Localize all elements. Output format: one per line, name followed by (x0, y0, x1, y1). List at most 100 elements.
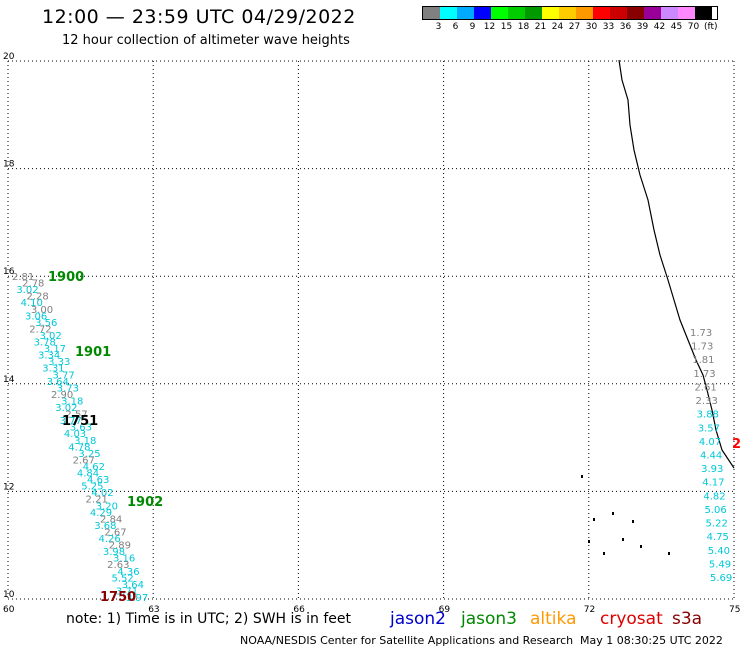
wave-height-value: 4.62 (83, 462, 105, 473)
wave-height-value: 1.81 (692, 355, 714, 366)
legend-swatch (678, 7, 695, 19)
lat-tick-label: 20 (3, 52, 15, 62)
wave-height-value: 3.02 (39, 331, 61, 342)
legend-label: 6 (452, 22, 459, 32)
wave-height-value: 5.69 (710, 573, 732, 584)
island (588, 540, 590, 543)
legend-label: 21 (534, 22, 547, 32)
wave-height-value: 4.26 (99, 534, 121, 545)
wave-height-value: 3.17 (44, 344, 66, 355)
wave-height-value: 1.73 (693, 369, 715, 380)
wave-height-value: 2.72 (29, 324, 51, 335)
legend-swatch (627, 7, 644, 19)
page-subtitle: 12 hour collection of altimeter wave hei… (62, 33, 350, 48)
wave-height-value: 3.02 (55, 403, 77, 414)
coastline (581, 59, 735, 555)
wave-height-value: 3.77 (60, 416, 82, 427)
lon-tick-label: 69 (439, 605, 451, 615)
island (603, 552, 605, 555)
wave-height-value: 4.44 (700, 451, 722, 462)
wave-height-value: 3.06 (25, 311, 47, 322)
legend-label: 30 (585, 22, 598, 32)
wave-height-value: 3.16 (113, 554, 135, 565)
wave-height-value: 4.10 (21, 298, 43, 309)
wave-height-value: 2.33 (696, 396, 718, 407)
legend-unit: (ft) (704, 22, 718, 32)
wave-height-value: 2.21 (86, 495, 108, 506)
footer-note: note: 1) Time is in UTC; 2) SWH is in fe… (66, 611, 352, 627)
wave-height-value: 2.67 (73, 455, 95, 466)
wave-height-value: 3.33 (48, 357, 70, 368)
legend-label: 33 (602, 22, 615, 32)
legend-swatch (525, 7, 542, 19)
wave-height-value: 4.78 (68, 442, 90, 453)
wave-height-value: 4.02 (91, 488, 113, 499)
legend-swatch (457, 7, 474, 19)
wave-height-value: 3.25 (78, 449, 100, 460)
axis-ticks: 20 18 16 14 12 10 60 63 66 69 72 75 (3, 52, 740, 615)
pass-time-label: 2 (732, 437, 740, 452)
pass-time-label: 1751 (62, 414, 98, 429)
wave-height-value: 4.17 (702, 478, 724, 489)
wave-height-value: 5.25 (81, 482, 103, 493)
wave-height-value: 5.52 (112, 573, 134, 584)
wave-height-value: 2.28 (26, 292, 48, 303)
sat-altika: altika (530, 609, 577, 629)
wave-height-value: 5.06 (704, 505, 726, 516)
legend-label: 70 (687, 22, 700, 32)
sat-s3a: s3a (672, 609, 703, 629)
lon-tick-label: 72 (584, 605, 595, 615)
wave-height-value: 4.29 (90, 508, 112, 519)
island (668, 552, 670, 555)
legend-label: 27 (568, 22, 581, 32)
wave-height-value: 3.18 (61, 396, 83, 407)
wave-height-value: 4.36 (117, 567, 139, 578)
legend-label: 39 (636, 22, 649, 32)
wave-height-value: 1.73 (690, 328, 712, 339)
legend-swatch (542, 7, 559, 19)
wave-height-value: 3.18 (74, 436, 96, 447)
generated-timestamp: May 1 08:30:25 UTC 2022 (580, 634, 723, 647)
wave-height-value: 4.03 (64, 429, 86, 440)
wave-height-value: 3.73 (57, 383, 79, 394)
legend-swatch (695, 7, 712, 19)
island (632, 520, 634, 523)
wave-height-value: 3.88 (697, 410, 719, 421)
wave-height-value: 3.57 (698, 423, 720, 434)
legend-label: 24 (551, 22, 564, 32)
wave-height-value: 3.00 (31, 305, 53, 316)
wave-height-value: 3.68 (94, 521, 116, 532)
wave-height-value: 5.40 (708, 546, 730, 557)
wave-height-value: 2.81 (12, 272, 34, 283)
legend-swatch (661, 7, 678, 19)
legend-swatches (422, 6, 718, 20)
wave-height-value: 3.98 (103, 547, 125, 558)
wave-height-value: 3.56 (35, 318, 57, 329)
legend-label: 12 (483, 22, 496, 32)
pass-time-label: 1900 (48, 270, 84, 285)
wave-height-value: 3.31 (42, 364, 64, 375)
wave-height-value: 3.77 (52, 370, 74, 381)
wave-height-value: 3.78 (34, 338, 56, 349)
wave-height-value: 2.63 (107, 560, 129, 571)
legend-label: 18 (517, 22, 530, 32)
wave-height-value: 4.75 (707, 532, 729, 543)
island (612, 512, 614, 515)
wave-height-value: 5.49 (709, 559, 731, 570)
wave-height-value: 2.90 (51, 390, 73, 401)
wave-height-value: 3.97 (126, 593, 148, 604)
lon-tick-label: 60 (3, 605, 15, 615)
legend-labels: 3 6 9 12 15 18 21 24 27 30 33 36 39 42 45 70 (ft) (422, 22, 718, 32)
legend-swatch (508, 7, 525, 19)
wave-height-value: 3.71 (116, 586, 138, 597)
legend-label: 42 (653, 22, 666, 32)
wave-height-value: 3.34 (38, 351, 60, 362)
wave-height-value: 3.02 (16, 285, 38, 296)
pass-time-label: 1750 (100, 590, 136, 605)
wave-height-value: 2.57 (65, 410, 87, 421)
island (640, 545, 642, 548)
lat-tick-label: 10 (3, 590, 15, 600)
legend-swatch (491, 7, 508, 19)
lon-tick-label: 75 (729, 605, 740, 615)
sat-jason3: jason3 (461, 609, 517, 629)
